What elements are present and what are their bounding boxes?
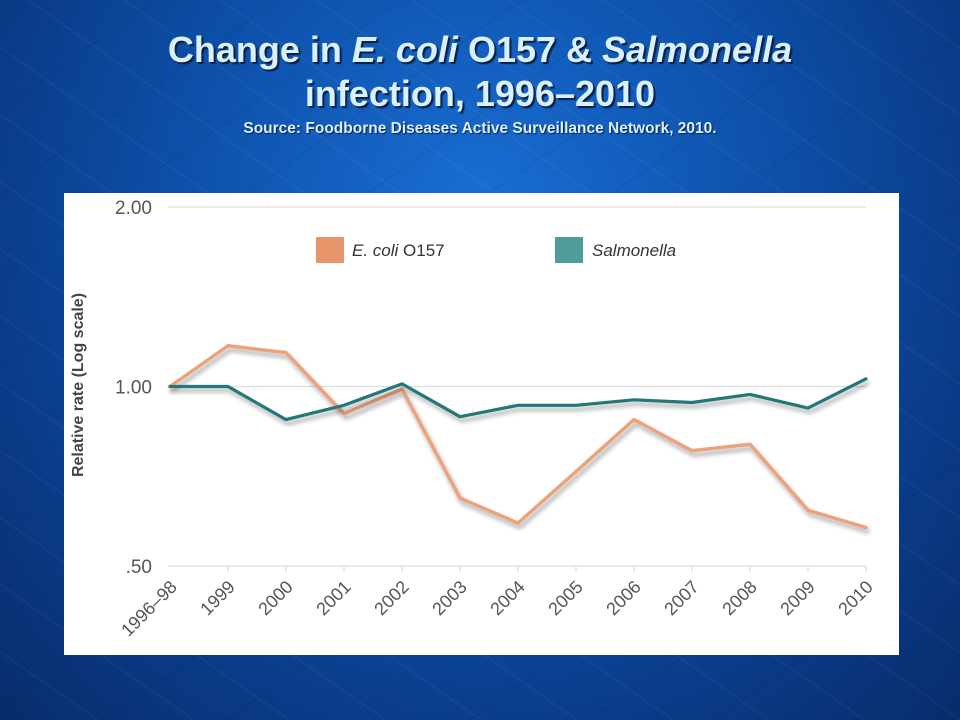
x-tick-label: 2007 [660, 577, 702, 619]
y-tick-label: 2.00 [115, 198, 152, 219]
legend-swatch-ecoli [316, 237, 344, 263]
x-tick-label: 2006 [602, 577, 644, 619]
legend-label-salmonella: Salmonella [592, 241, 676, 260]
series-lines [168, 344, 868, 530]
legend-label-ecoli: E. coli O157 [352, 241, 445, 260]
source-subtitle: Source: Foodborne Diseases Active Survei… [243, 120, 717, 137]
legend-label-ecoli-italic: E. coli [352, 241, 400, 260]
legend: E. coli O157 Salmonella [316, 237, 676, 263]
slide-title-block: Change in E. coli O157 & Salmonella infe… [0, 28, 960, 140]
y-tick-labels: 2.00 1.00 .50 [115, 198, 152, 578]
x-tick-label: 1996–98 [117, 577, 181, 641]
slide-title-line-2: infection, 1996–2010 [304, 73, 656, 114]
legend-swatch-salmonella [555, 237, 583, 263]
line-chart: 2.00 1.00 .50 1996–98 1999 2000 2001 2002 2003 2… [70, 198, 877, 641]
ecoli-italic-text: E. coli [351, 29, 458, 70]
y-tick-label: 1.00 [115, 378, 152, 399]
x-tick-label: 2009 [776, 577, 818, 619]
x-tick-label: 2000 [254, 577, 296, 619]
x-tick-label: 1999 [196, 577, 238, 619]
series-line-ecoli [168, 344, 868, 530]
y-axis-label: Relative rate (Log scale) [70, 293, 87, 477]
legend-label-ecoli-rest: O157 [398, 241, 444, 260]
x-tick-label: 2001 [312, 577, 354, 619]
x-tick-label: 2010 [834, 577, 876, 619]
x-tick-labels: 1996–98 1999 2000 2001 2002 2003 2004 2005 2006 2… [117, 577, 877, 641]
x-tick-label: 2004 [486, 577, 528, 619]
x-tick-label: 2002 [370, 577, 412, 619]
x-tick-label: 2008 [718, 577, 760, 619]
x-tick-label: 2005 [544, 577, 586, 619]
series-line-salmonella [168, 377, 868, 422]
x-tick-label: 2003 [428, 577, 470, 619]
slide-title-line-1: Change in E. coli O157 & Salmonella [167, 29, 793, 70]
y-tick-label: .50 [126, 557, 152, 578]
salmonella-italic-text: Salmonella [602, 29, 793, 70]
chart-panel: 2.00 1.00 .50 1996–98 1999 2000 2001 2002 2003 2… [64, 193, 899, 655]
grid-lines [168, 206, 867, 572]
